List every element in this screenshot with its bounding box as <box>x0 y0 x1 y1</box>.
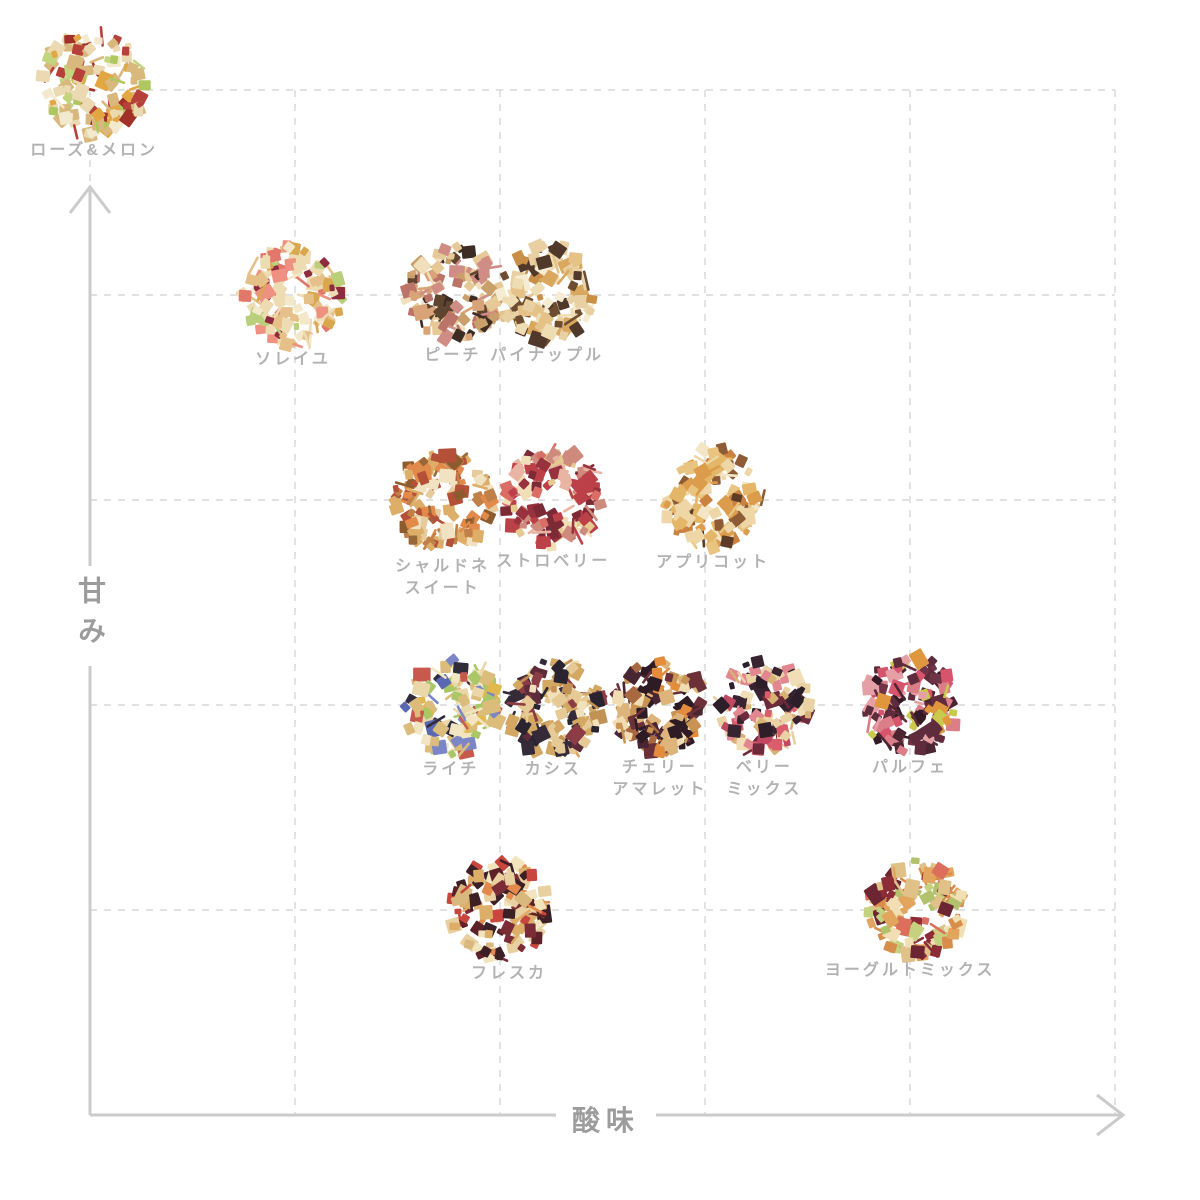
item-label: パルフェ <box>760 757 1060 779</box>
y-axis-label-sweetness: 甘み <box>70 566 110 666</box>
item-label-line: シャルドネ <box>395 558 491 576</box>
fruit-ball-image <box>713 654 816 757</box>
fruit-ball-image <box>500 442 608 552</box>
fruit-ball-image <box>399 653 506 760</box>
item-label-line: ローズ&メロン <box>30 141 158 159</box>
item-label: ストロベリー <box>403 551 703 573</box>
item-label-line: チェリー <box>621 759 698 777</box>
item-label-line: パイナップル <box>490 346 604 364</box>
fruit-ball-image <box>399 241 506 347</box>
fruit-ball-image <box>388 448 499 552</box>
map-item <box>381 440 505 569</box>
item-label: パイナップル <box>397 345 697 367</box>
item-label-line: ストロベリー <box>496 552 611 570</box>
item-label: ローズ&メロン <box>0 140 244 162</box>
item-label-line: アマレット <box>612 781 708 799</box>
item-label: ライチ <box>301 759 601 781</box>
map-item <box>493 647 613 772</box>
item-label-line: フレスカ <box>470 965 547 982</box>
item-label: チェリー アマレット <box>510 757 810 801</box>
fruit-ball-image <box>35 25 151 143</box>
item-label-line: ベリー <box>735 759 793 777</box>
fruit-ball-image <box>609 656 708 760</box>
x-axis-label-acidity: 酸味 <box>556 1096 657 1142</box>
item-label-line: ソレイユ <box>255 351 331 368</box>
map-item <box>602 649 718 770</box>
map-item <box>393 233 513 358</box>
map-item <box>30 20 158 153</box>
map-item <box>850 645 970 770</box>
map-item <box>706 649 822 770</box>
item-label-line: ピーチ <box>424 346 482 364</box>
item-label-line: パルフェ <box>871 759 948 776</box>
map-item <box>487 233 607 358</box>
fruit-ball-image <box>502 658 608 759</box>
item-label: カシス <box>403 759 703 781</box>
item-label: ピーチ <box>303 345 603 367</box>
map-item <box>231 233 355 362</box>
fruit-ball-image <box>494 238 598 349</box>
item-label-line: ミックス <box>726 781 803 799</box>
fruit-ball-image <box>445 855 553 964</box>
item-label-line: アプリコット <box>656 553 771 571</box>
item-label-line: スイート <box>404 580 481 598</box>
item-label-line: カシス <box>524 761 582 779</box>
map-item <box>439 849 561 976</box>
map-item <box>651 436 775 565</box>
map-item <box>492 437 614 564</box>
fruit-ball-image <box>861 648 961 757</box>
item-label: ヨーグルトミックス <box>760 960 1060 982</box>
item-label: シャルドネ スイート <box>293 556 593 600</box>
fruit-ball-image <box>660 441 767 555</box>
fruit-ball-image <box>863 857 969 963</box>
item-label: フレスカ <box>359 963 659 985</box>
item-label-line: ヨーグルトミックス <box>824 961 996 979</box>
item-label-line: ライチ <box>422 761 480 779</box>
item-label: ソレイユ <box>143 349 443 371</box>
map-item <box>856 848 976 973</box>
item-label: アプリコット <box>563 552 863 574</box>
item-label: ベリー ミックス <box>614 757 914 801</box>
fruit-ball-image <box>235 240 348 353</box>
map-item <box>391 647 511 772</box>
